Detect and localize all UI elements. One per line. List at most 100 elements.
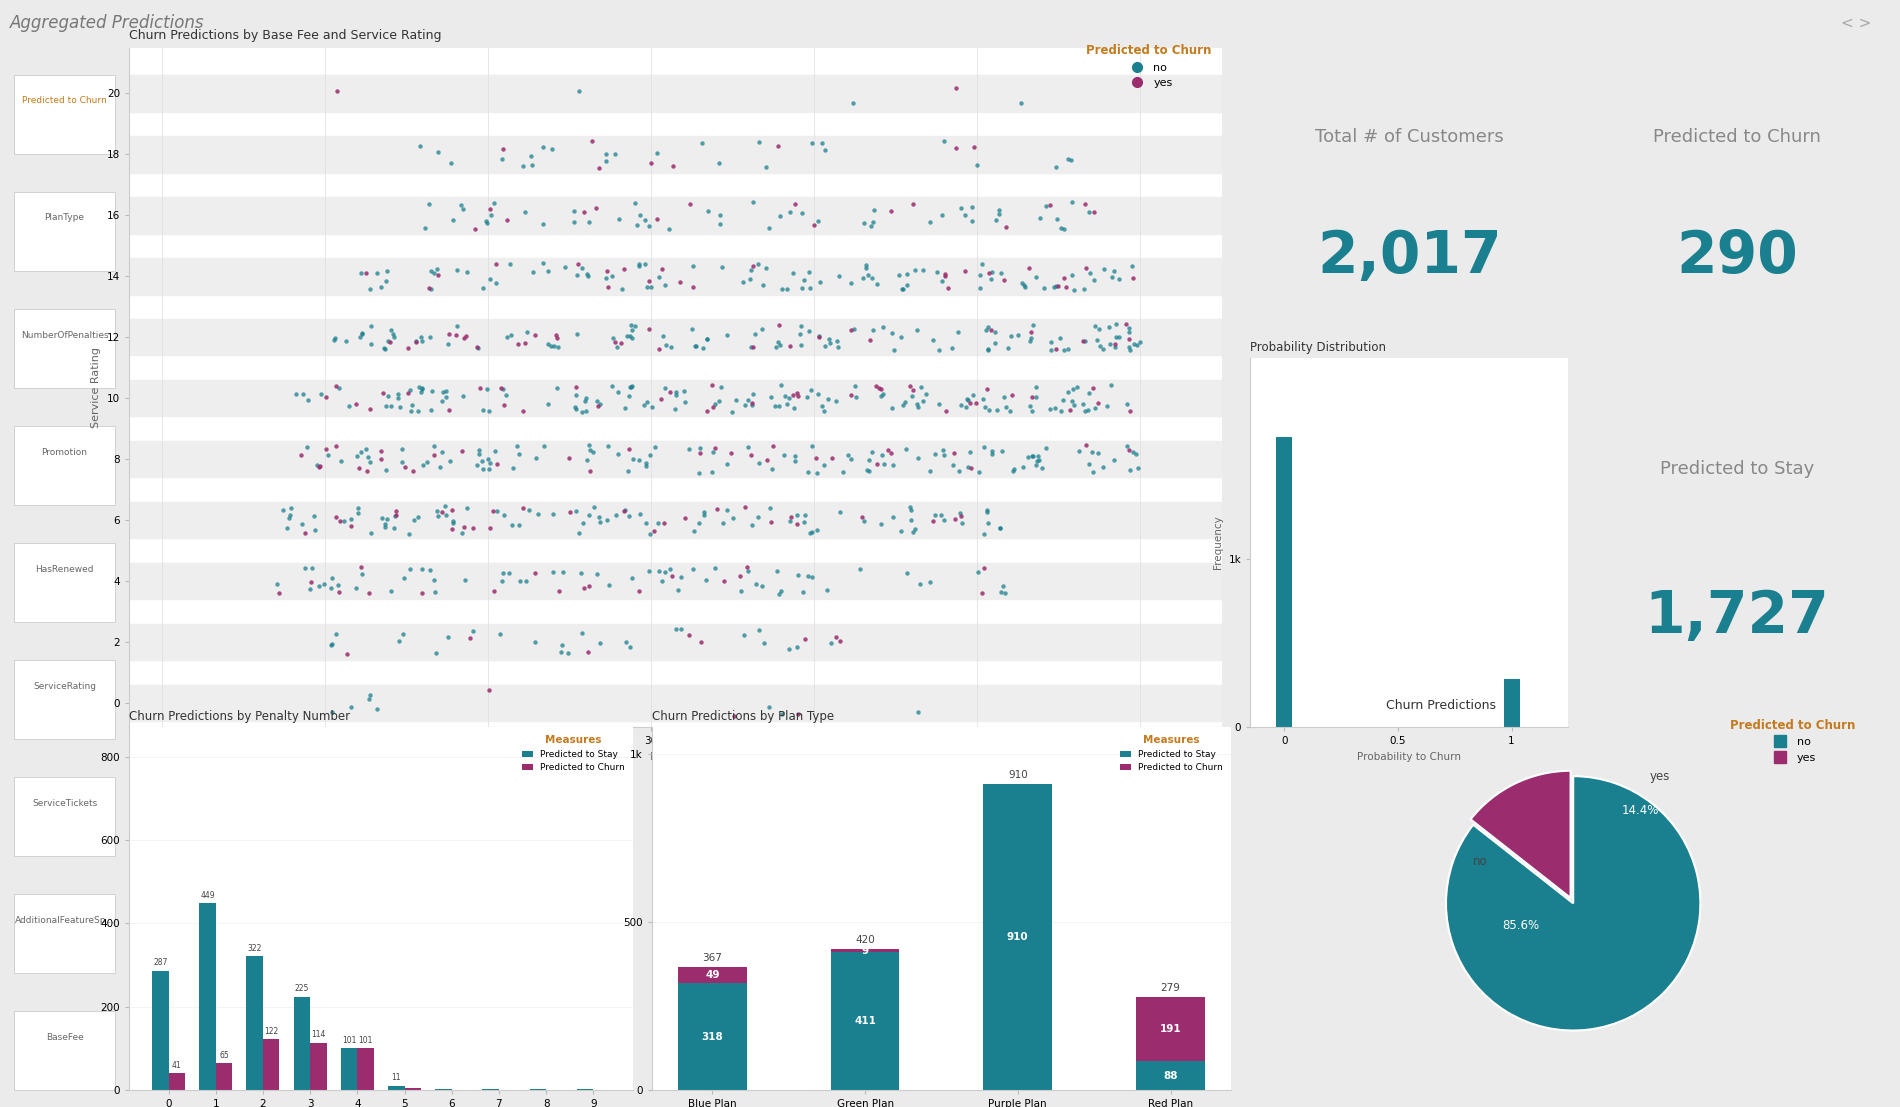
FancyBboxPatch shape	[13, 309, 116, 387]
Point	[1112, 395, 1142, 413]
Point	[635, 562, 665, 580]
Point	[885, 328, 916, 345]
Point	[656, 383, 686, 401]
Point	[452, 263, 483, 281]
Point	[610, 260, 640, 278]
Bar	[678, 983, 747, 1090]
Point	[418, 263, 448, 281]
Point	[825, 632, 855, 650]
Point	[376, 321, 407, 339]
Point	[735, 270, 766, 288]
Point	[988, 387, 1018, 405]
Point	[574, 507, 604, 525]
Point	[779, 196, 809, 214]
Point	[863, 455, 893, 473]
Point	[581, 565, 612, 582]
Point	[382, 385, 412, 403]
Point	[933, 279, 963, 297]
Point	[889, 394, 920, 412]
Point	[977, 442, 1007, 459]
Point	[749, 277, 779, 294]
Point	[920, 445, 950, 463]
Point	[1017, 447, 1047, 465]
Point	[1070, 332, 1100, 350]
Point	[568, 514, 598, 531]
Point	[1117, 444, 1148, 462]
Point	[439, 514, 469, 531]
Text: BaseFee: BaseFee	[46, 1033, 84, 1042]
Point	[1070, 403, 1100, 421]
Bar	[984, 785, 1053, 1090]
Point	[636, 399, 667, 416]
Point	[678, 279, 709, 297]
Point	[486, 571, 517, 589]
Point	[433, 628, 464, 645]
Point	[794, 322, 825, 340]
Wedge shape	[1446, 776, 1700, 1031]
Point	[716, 403, 747, 421]
Point	[771, 280, 802, 298]
Point	[802, 521, 832, 539]
Point	[952, 390, 982, 407]
Point	[737, 516, 768, 534]
Point	[804, 328, 834, 345]
Point	[528, 255, 559, 272]
Text: Aggregated Predictions: Aggregated Predictions	[10, 14, 203, 32]
Point	[631, 457, 661, 475]
Point	[452, 499, 483, 517]
Point	[1024, 451, 1055, 468]
Point	[861, 377, 891, 395]
Point	[1068, 332, 1098, 350]
Point	[1043, 210, 1074, 228]
Point	[788, 271, 819, 289]
Point	[395, 402, 426, 420]
Point	[779, 400, 809, 417]
Point	[775, 204, 806, 221]
Point	[1015, 323, 1045, 341]
Point	[312, 441, 342, 458]
Point	[866, 515, 897, 532]
Point	[467, 459, 498, 477]
Point	[823, 267, 853, 284]
Point	[650, 563, 680, 581]
Point	[477, 206, 507, 224]
Point	[319, 330, 350, 348]
Point	[787, 204, 817, 221]
Point	[1081, 331, 1112, 349]
Point	[716, 444, 747, 462]
Point	[728, 273, 758, 291]
Point	[944, 462, 975, 479]
Point	[669, 393, 699, 411]
Point	[1036, 333, 1066, 351]
Point	[407, 456, 437, 474]
Point	[671, 509, 701, 527]
Point	[380, 507, 410, 525]
Point	[519, 633, 549, 651]
Point	[486, 380, 517, 397]
Point	[895, 498, 925, 516]
Point	[1039, 278, 1070, 296]
Point	[1045, 402, 1075, 420]
Point	[982, 401, 1013, 418]
Y-axis label: Frequency: Frequency	[1212, 516, 1224, 569]
Point	[684, 444, 714, 462]
Point	[756, 514, 787, 531]
Point	[498, 459, 528, 477]
Point	[988, 578, 1018, 596]
Point	[654, 560, 684, 578]
Bar	[388, 1086, 405, 1090]
Point	[397, 462, 428, 479]
Point	[927, 506, 958, 524]
Point	[1058, 380, 1089, 397]
Point	[625, 257, 656, 275]
Point	[616, 321, 646, 339]
Point	[386, 441, 416, 458]
Point	[574, 643, 604, 661]
Point	[859, 200, 889, 218]
Point	[572, 268, 602, 286]
Point	[372, 387, 403, 405]
Point	[623, 582, 654, 600]
Point	[977, 321, 1007, 339]
Point	[560, 400, 591, 417]
Point	[747, 320, 777, 338]
